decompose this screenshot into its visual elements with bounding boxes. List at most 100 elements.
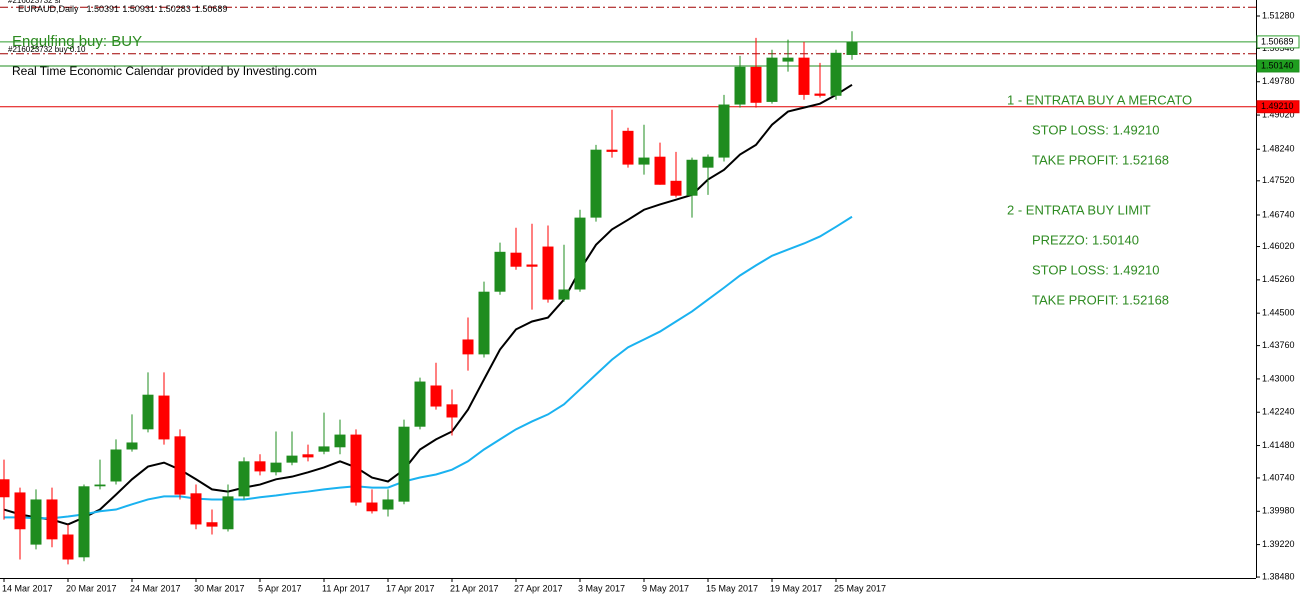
annotation: 1 - ENTRATA BUY A MERCATO xyxy=(1007,92,1192,107)
y-tick-label: 1.48240 xyxy=(1262,144,1295,154)
annotation: TAKE PROFIT: 1.52168 xyxy=(1032,152,1169,167)
y-tick-label: 1.45260 xyxy=(1262,274,1295,284)
ohlc-value: 1.50689 xyxy=(195,4,228,14)
y-tick-label: 1.46020 xyxy=(1262,241,1295,251)
calendar-text: Real Time Economic Calendar provided by … xyxy=(12,64,317,78)
candle-body xyxy=(30,499,42,545)
x-tick-label: 21 Apr 2017 xyxy=(450,583,499,593)
candle-body xyxy=(14,492,26,530)
candle-body xyxy=(814,93,826,96)
candle-body xyxy=(622,130,634,165)
candle-body xyxy=(750,66,762,103)
candle-body xyxy=(430,385,442,407)
y-tick-label: 1.38480 xyxy=(1262,571,1295,581)
annotation: TAKE PROFIT: 1.52168 xyxy=(1032,292,1169,307)
candle-body xyxy=(142,394,154,430)
candle-body xyxy=(366,502,378,512)
candle-body xyxy=(222,496,234,530)
candle-body xyxy=(350,434,362,503)
x-tick-label: 20 Mar 2017 xyxy=(66,583,117,593)
candle-body xyxy=(398,426,410,502)
candle-body xyxy=(382,499,394,510)
candle-body xyxy=(766,57,778,102)
y-tick-label: 1.51280 xyxy=(1262,10,1295,20)
candle-body xyxy=(830,52,842,96)
annotation: STOP LOSS: 1.49210 xyxy=(1032,262,1159,277)
x-tick-label: 9 May 2017 xyxy=(642,583,689,593)
y-tick-label: 1.49020 xyxy=(1262,109,1295,119)
ohlc-value: 1.50283 xyxy=(158,4,191,14)
x-tick-label: 5 Apr 2017 xyxy=(258,583,302,593)
candle-body xyxy=(334,434,346,448)
x-tick-label: 11 Apr 2017 xyxy=(322,583,370,593)
annotation: 2 - ENTRATA BUY LIMIT xyxy=(1007,202,1151,217)
y-tick-label: 1.44500 xyxy=(1262,308,1295,318)
candle-body xyxy=(734,66,746,105)
y-tick-label: 1.41480 xyxy=(1262,440,1295,450)
x-tick-label: 17 Apr 2017 xyxy=(386,583,435,593)
order-text: #216023732 buy 0.10 xyxy=(8,45,86,54)
candle-body xyxy=(174,436,186,495)
candle-body xyxy=(110,449,122,482)
candle-body xyxy=(190,493,202,525)
candle-body xyxy=(494,251,506,292)
order-id: #216023732 sl xyxy=(8,0,61,5)
candle-body xyxy=(702,156,714,168)
y-tick-label: 1.39980 xyxy=(1262,506,1295,516)
candle-body xyxy=(0,479,10,498)
price-label: 1.49210 xyxy=(1261,101,1294,111)
y-tick-label: 1.43000 xyxy=(1262,373,1295,383)
candle-body xyxy=(654,156,666,185)
y-tick-label: 1.47520 xyxy=(1262,175,1295,185)
candle-body xyxy=(78,486,90,558)
price-label: 1.50689 xyxy=(1261,36,1294,46)
candle-body xyxy=(462,339,474,355)
moving-average xyxy=(3,83,853,526)
candle-body xyxy=(62,534,74,560)
candle-body xyxy=(686,159,698,196)
x-tick-label: 30 Mar 2017 xyxy=(194,583,245,593)
price-label-box xyxy=(1256,100,1300,114)
candle-body xyxy=(558,289,570,300)
x-tick-label: 19 May 2017 xyxy=(770,583,822,593)
candle-body xyxy=(414,381,426,427)
ohlc-value: 1.50391 xyxy=(87,4,120,14)
annotation: PREZZO: 1.50140 xyxy=(1032,232,1139,247)
candle-body xyxy=(718,104,730,158)
candle-body xyxy=(638,157,650,165)
candle-body xyxy=(510,252,522,267)
price-label-box xyxy=(1256,59,1300,73)
price-label: 1.50140 xyxy=(1261,60,1294,70)
candle-body xyxy=(542,246,554,300)
x-tick-label: 3 May 2017 xyxy=(578,583,625,593)
candle-body xyxy=(206,522,218,527)
candle-body xyxy=(526,264,538,267)
candle-body xyxy=(446,404,458,418)
symbol-header: EURAUD,Daily 1.50391 1.50931 1.50283 1.50689 xyxy=(18,4,227,14)
candle-body xyxy=(478,291,490,355)
candle-body xyxy=(590,149,602,218)
ohlc-value: 1.50931 xyxy=(122,4,155,14)
candle-body xyxy=(94,484,106,487)
x-tick-label: 27 Apr 2017 xyxy=(514,583,563,593)
candle-body xyxy=(670,180,682,196)
y-tick-label: 1.49780 xyxy=(1262,76,1295,86)
y-tick-label: 1.43760 xyxy=(1262,340,1295,350)
y-tick-label: 1.42240 xyxy=(1262,407,1295,417)
candle-body xyxy=(606,149,618,152)
candle-body xyxy=(302,454,314,458)
candle-body xyxy=(46,499,58,540)
candle-body xyxy=(126,442,138,450)
candle-body xyxy=(846,41,858,55)
candle-body xyxy=(318,446,330,452)
x-tick-label: 24 Mar 2017 xyxy=(130,583,181,593)
candle-body xyxy=(574,217,586,290)
candle-body xyxy=(158,395,170,440)
price-label-box xyxy=(1256,35,1300,49)
y-tick-label: 1.46740 xyxy=(1262,209,1295,219)
candle-body xyxy=(254,461,266,472)
candle-body xyxy=(238,461,250,497)
y-tick-label: 1.40740 xyxy=(1262,472,1295,482)
